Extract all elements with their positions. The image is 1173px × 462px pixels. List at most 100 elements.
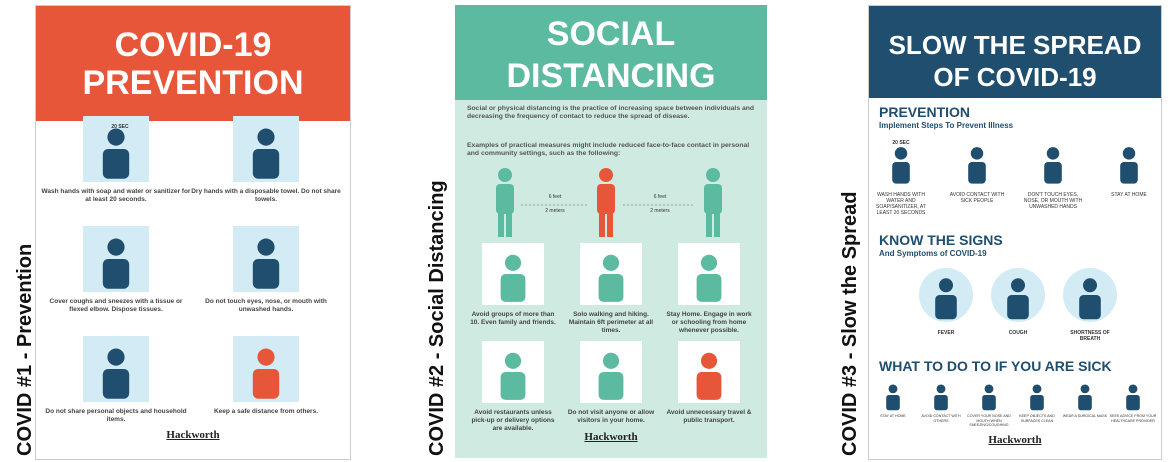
icon-graphic [580, 341, 642, 403]
side-label: COVID #2 - Social Distancing [424, 180, 450, 456]
section-heading: PREVENTION [879, 104, 970, 120]
icon-graphic [482, 341, 544, 403]
section-subheading: Implement Steps To Prevent Illness [879, 121, 1013, 130]
icon [233, 336, 299, 402]
icon: 20 SEC [83, 116, 149, 182]
section-heading: KNOW THE SIGNS [879, 232, 1003, 248]
caption: Solo walking and hiking. Maintain 6ft pe… [565, 311, 657, 335]
caption: WEAR A SURGICAL MASK [1061, 414, 1109, 419]
icon [83, 226, 149, 292]
page: {"posters": [ {"side_label": "COVID #1 -… [0, 0, 1173, 462]
icon-graphic [678, 243, 740, 305]
caption: WASH HANDS WITH WATER AND SOAP/SANITIZER… [869, 192, 933, 216]
caption: STAY AT HOME [869, 414, 917, 419]
icon-graphic [1020, 378, 1054, 412]
icon-graphic [1063, 268, 1117, 322]
icon [482, 341, 544, 403]
icon-graphic [919, 268, 973, 322]
icon-graphic [1031, 138, 1075, 186]
title-line: SOCIAL [455, 15, 767, 54]
paragraph: Examples of practical measures might inc… [467, 142, 755, 158]
icon-graphic [482, 243, 544, 305]
caption: AVOID CONTACT WITH OTHERS [917, 414, 965, 423]
footer-logo: Hackworth [455, 431, 767, 443]
icon [876, 378, 910, 412]
icon-graphic [991, 268, 1045, 322]
icon [482, 243, 544, 305]
icon-graphic [233, 226, 299, 292]
section-heading: WHAT TO DO TO IF YOU ARE SICK [879, 358, 1112, 374]
icon [1031, 138, 1075, 186]
paragraph: Social or physical distancing is the pra… [467, 105, 755, 121]
caption: Wash hands with soap and water or saniti… [41, 188, 191, 204]
title-line: COVID-19 [36, 26, 350, 65]
caption: COUGH [990, 330, 1046, 336]
icon-graphic [1068, 378, 1102, 412]
poster-header: SOCIAL DISTANCING [455, 5, 767, 100]
poster-header: COVID-19 PREVENTION [36, 6, 350, 121]
distance-label: 6 feet [530, 194, 580, 200]
icon-graphic [580, 243, 642, 305]
icon [1063, 268, 1117, 322]
icon [919, 268, 973, 322]
caption: Do not share personal objects and househ… [41, 408, 191, 424]
icon-graphic [876, 378, 910, 412]
icon [678, 341, 740, 403]
title-line: SLOW THE SPREAD [869, 30, 1161, 61]
distance-label: 6 feet [635, 194, 685, 200]
title-line: DISTANCING [455, 57, 767, 96]
caption: Do not touch eyes, nose, or mouth with u… [191, 298, 341, 314]
caption: Avoid unnecessary travel & public transp… [663, 409, 755, 425]
caption: Keep a safe distance from others. [191, 408, 341, 416]
caption: SHORTNESS OF BREATH [1062, 330, 1118, 342]
icon [678, 243, 740, 305]
footer-logo: Hackworth [36, 429, 350, 441]
icon-graphic [972, 378, 1006, 412]
title-line: PREVENTION [36, 64, 350, 103]
section-subheading: And Symptoms of COVID-19 [879, 249, 987, 258]
caption: Avoid restaurants unless pick-up or deli… [467, 409, 559, 433]
icon [1068, 378, 1102, 412]
icon-graphic [233, 116, 299, 182]
icon-graphic [678, 341, 740, 403]
icon: 20 SEC [879, 138, 923, 186]
poster: COVID-19 PREVENTION 20 SEC Wash hands wit… [35, 5, 351, 460]
caption: Stay Home. Engage in work or schooling f… [663, 311, 755, 335]
icon-graphic [83, 226, 149, 292]
caption: AVOID CONTACT WITH SICK PEOPLE [945, 192, 1009, 204]
distance-label: 2 meters [530, 208, 580, 214]
icon [83, 336, 149, 402]
icon [1107, 138, 1151, 186]
icon-graphic [233, 336, 299, 402]
caption: DON'T TOUCH EYES, NOSE, OR MOUTH WITH UN… [1021, 192, 1085, 210]
icon [1020, 378, 1054, 412]
poster: SLOW THE SPREAD OF COVID-19 PREVENTION I… [868, 5, 1162, 460]
icon [924, 378, 958, 412]
caption: KEEP OBJECTS AND SURFACES CLEAN [1013, 414, 1061, 423]
distance-label: 2 meters [635, 208, 685, 214]
footer-logo: Hackworth [869, 434, 1161, 446]
caption: Avoid groups of more than 10. Even famil… [467, 311, 559, 327]
icon-graphic [955, 138, 999, 186]
caption: STAY AT HOME [1097, 192, 1161, 198]
caption: Dry hands with a disposable towel. Do no… [191, 188, 341, 204]
poster: SOCIAL DISTANCING Social or physical dis… [455, 5, 767, 458]
icon-label: 20 SEC [889, 140, 913, 146]
icon-graphic [924, 378, 958, 412]
caption: COVER YOUR NOSE AND MOUTH WHEN SNEEZING/… [965, 414, 1013, 428]
caption: SEEK ADVICE FROM YOUR HEALTHCARE PROVIDE… [1109, 414, 1157, 423]
icon [580, 243, 642, 305]
icon [955, 138, 999, 186]
icon-graphic [1107, 138, 1151, 186]
icon [580, 341, 642, 403]
side-label: COVID #3 - Slow the Spread [837, 191, 863, 456]
caption: Cover coughs and sneezes with a tissue o… [41, 298, 191, 314]
icon [1116, 378, 1150, 412]
caption: FEVER [918, 330, 974, 336]
icon [233, 226, 299, 292]
caption: Do not visit anyone or allow visitors in… [565, 409, 657, 425]
distance-figures [455, 163, 767, 243]
icon-graphic [1116, 378, 1150, 412]
icon [972, 378, 1006, 412]
icon-graphic [83, 336, 149, 402]
